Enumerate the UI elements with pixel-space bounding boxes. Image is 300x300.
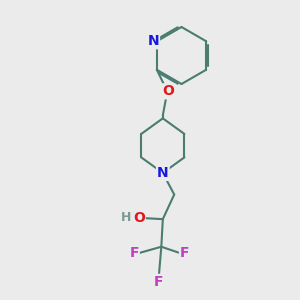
Text: F: F — [154, 275, 164, 289]
Text: F: F — [180, 246, 190, 260]
Text: N: N — [157, 166, 169, 180]
Text: N: N — [147, 34, 159, 48]
Text: O: O — [163, 84, 175, 98]
Text: O: O — [133, 211, 145, 225]
Text: H: H — [121, 211, 131, 224]
Text: F: F — [129, 246, 139, 260]
